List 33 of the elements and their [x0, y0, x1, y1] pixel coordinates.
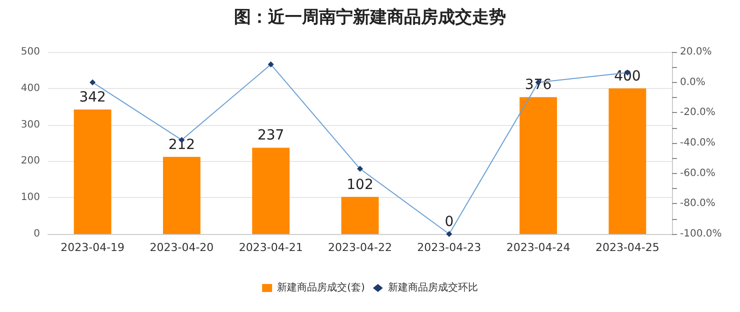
y2-tick-label: -20.0% — [680, 107, 716, 118]
y-tick-label: 0 — [34, 228, 40, 240]
x-tick-label: 2023-04-25 — [595, 241, 660, 254]
x-tick-label: 2023-04-21 — [238, 241, 303, 254]
y2-tick-label: 20.0% — [680, 46, 712, 58]
data-label: 237 — [257, 128, 284, 144]
legend-label: 新建商品房成交(套) — [277, 282, 365, 294]
data-label: 0 — [444, 214, 454, 230]
legend-label: 新建商品房成交环比 — [388, 282, 478, 294]
y2-tick-label: -60.0% — [680, 168, 716, 179]
y2-tick-label: -100.0% — [680, 228, 722, 240]
data-label: 102 — [346, 176, 374, 193]
x-tick-label: 2023-04-23 — [417, 241, 482, 254]
chart-title: 图：近一周南宁新建商品房成交走势 — [234, 8, 506, 28]
y-tick-label: 500 — [20, 46, 40, 58]
y-tick-label: 100 — [20, 192, 40, 204]
data-label: 342 — [79, 90, 106, 106]
bar — [74, 110, 112, 234]
y2-tick-label: 0.0% — [680, 76, 706, 88]
x-tick-label: 2023-04-20 — [150, 241, 214, 254]
x-tick-label: 2023-04-24 — [506, 241, 570, 254]
x-tick-label: 2023-04-22 — [328, 241, 392, 254]
y2-tick-label: -80.0% — [680, 198, 716, 210]
y-tick-label: 400 — [20, 82, 40, 94]
y-tick-label: 300 — [20, 119, 40, 130]
bar — [608, 88, 646, 234]
y-tick-label: 200 — [20, 156, 40, 167]
bar — [252, 148, 290, 234]
bar — [520, 97, 558, 234]
bar — [162, 156, 200, 234]
y2-tick-label: -40.0% — [680, 138, 716, 148]
bar — [341, 196, 379, 234]
x-tick-label: 2023-04-19 — [60, 241, 125, 254]
